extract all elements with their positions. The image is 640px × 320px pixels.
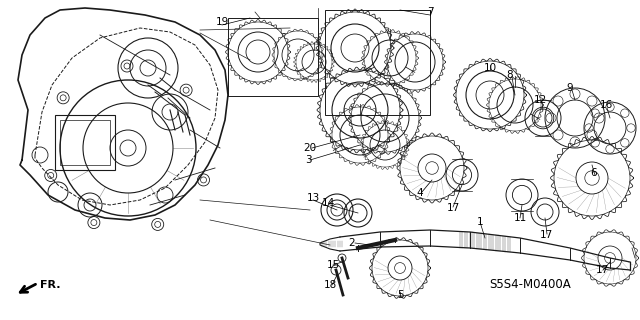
Text: 17: 17 — [540, 230, 552, 240]
Text: 2: 2 — [349, 238, 355, 248]
Text: 17: 17 — [595, 265, 609, 275]
Bar — [325, 10, 430, 115]
Bar — [228, 18, 318, 96]
Text: 6: 6 — [591, 168, 597, 178]
Text: 8: 8 — [507, 70, 513, 80]
Text: 10: 10 — [483, 63, 497, 73]
Text: 17: 17 — [446, 203, 460, 213]
Text: 12: 12 — [533, 95, 547, 105]
Text: 7: 7 — [427, 7, 433, 17]
Text: 18: 18 — [323, 280, 337, 290]
Bar — [55, 115, 115, 170]
Text: 16: 16 — [600, 100, 612, 110]
Bar — [60, 120, 110, 165]
Text: 4: 4 — [417, 188, 423, 198]
Text: 11: 11 — [513, 213, 527, 223]
Text: 3: 3 — [305, 155, 311, 165]
Text: 15: 15 — [326, 260, 340, 270]
Text: 14: 14 — [321, 198, 335, 208]
Text: 19: 19 — [216, 17, 228, 27]
Text: S5S4-M0400A: S5S4-M0400A — [489, 278, 571, 292]
Text: 5: 5 — [397, 290, 403, 300]
Text: 20: 20 — [303, 143, 317, 153]
Text: 9: 9 — [566, 83, 573, 93]
Text: 13: 13 — [307, 193, 319, 203]
Text: FR.: FR. — [40, 280, 61, 290]
Text: 1: 1 — [477, 217, 483, 227]
